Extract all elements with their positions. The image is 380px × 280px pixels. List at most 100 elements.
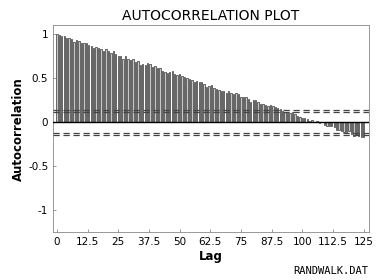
Bar	[228, 91, 230, 122]
Bar	[135, 62, 136, 122]
Bar	[98, 48, 99, 122]
Bar	[336, 122, 337, 130]
Bar	[186, 78, 188, 122]
Bar	[331, 122, 332, 126]
Bar	[346, 122, 347, 133]
Bar	[167, 73, 168, 122]
Bar	[142, 64, 144, 122]
Bar	[248, 99, 249, 122]
Bar	[144, 65, 146, 122]
Bar	[226, 93, 227, 122]
Bar	[76, 39, 77, 122]
Bar	[312, 120, 313, 122]
Bar	[245, 97, 247, 122]
Bar	[358, 122, 359, 136]
Bar	[117, 56, 119, 122]
Bar	[290, 113, 291, 122]
Bar	[265, 105, 266, 122]
Bar	[191, 80, 193, 122]
Bar	[95, 47, 97, 122]
Bar	[307, 118, 308, 122]
Bar	[147, 63, 148, 122]
Bar	[61, 36, 62, 122]
Bar	[292, 111, 293, 122]
Bar	[196, 81, 198, 122]
Bar	[81, 43, 82, 122]
Bar	[309, 121, 310, 122]
Bar	[184, 77, 185, 122]
Bar	[179, 74, 180, 122]
Bar	[260, 104, 261, 122]
Bar	[71, 39, 72, 122]
Bar	[280, 109, 281, 122]
Bar	[351, 122, 352, 134]
Bar	[154, 66, 156, 122]
Bar	[297, 116, 298, 122]
Bar	[319, 122, 320, 123]
Bar	[326, 122, 328, 126]
Bar	[112, 51, 114, 122]
Bar	[218, 90, 220, 122]
Bar	[122, 59, 124, 122]
Bar	[238, 94, 239, 122]
Bar	[250, 102, 252, 122]
Bar	[137, 61, 139, 122]
Bar	[171, 71, 173, 122]
Bar	[272, 106, 274, 122]
Bar	[152, 67, 153, 122]
Bar	[216, 89, 217, 122]
Bar	[149, 64, 151, 122]
Text: RANDWALK.DAT: RANDWALK.DAT	[294, 266, 369, 276]
Bar	[66, 38, 67, 122]
Bar	[140, 64, 141, 122]
Bar	[201, 82, 203, 122]
Bar	[83, 43, 85, 122]
Bar	[353, 122, 355, 136]
Bar	[348, 122, 350, 131]
Bar	[341, 122, 342, 130]
Bar	[88, 45, 89, 122]
Bar	[233, 94, 234, 122]
Bar	[262, 104, 264, 122]
Bar	[86, 43, 87, 122]
Bar	[294, 114, 296, 122]
Bar	[304, 118, 306, 122]
Bar	[132, 59, 134, 122]
Bar	[235, 93, 237, 122]
Bar	[299, 117, 301, 122]
Bar	[157, 68, 158, 122]
Bar	[277, 108, 279, 122]
Bar	[334, 122, 335, 127]
Bar	[110, 53, 112, 122]
Bar	[120, 56, 121, 122]
Bar	[258, 102, 259, 122]
Bar	[206, 87, 207, 122]
Bar	[223, 91, 225, 122]
Bar	[127, 59, 129, 122]
Title: AUTOCORRELATION PLOT: AUTOCORRELATION PLOT	[122, 9, 299, 23]
Bar	[59, 35, 60, 122]
Bar	[344, 122, 345, 132]
Bar	[162, 71, 163, 122]
Bar	[285, 111, 286, 122]
Bar	[174, 74, 176, 122]
Bar	[176, 75, 178, 122]
Bar	[324, 122, 325, 125]
Bar	[221, 91, 222, 122]
Bar	[56, 34, 57, 122]
Bar	[363, 122, 364, 137]
Bar	[255, 101, 256, 122]
Bar	[317, 121, 318, 122]
Bar	[68, 38, 70, 122]
Bar	[302, 118, 303, 122]
Bar	[253, 100, 254, 122]
Bar	[93, 48, 94, 122]
Bar	[275, 108, 276, 122]
Bar	[115, 54, 116, 122]
Bar	[130, 60, 131, 122]
Bar	[63, 36, 65, 122]
Bar	[73, 42, 75, 122]
Bar	[208, 86, 210, 122]
Bar	[240, 97, 242, 122]
Bar	[189, 79, 190, 122]
